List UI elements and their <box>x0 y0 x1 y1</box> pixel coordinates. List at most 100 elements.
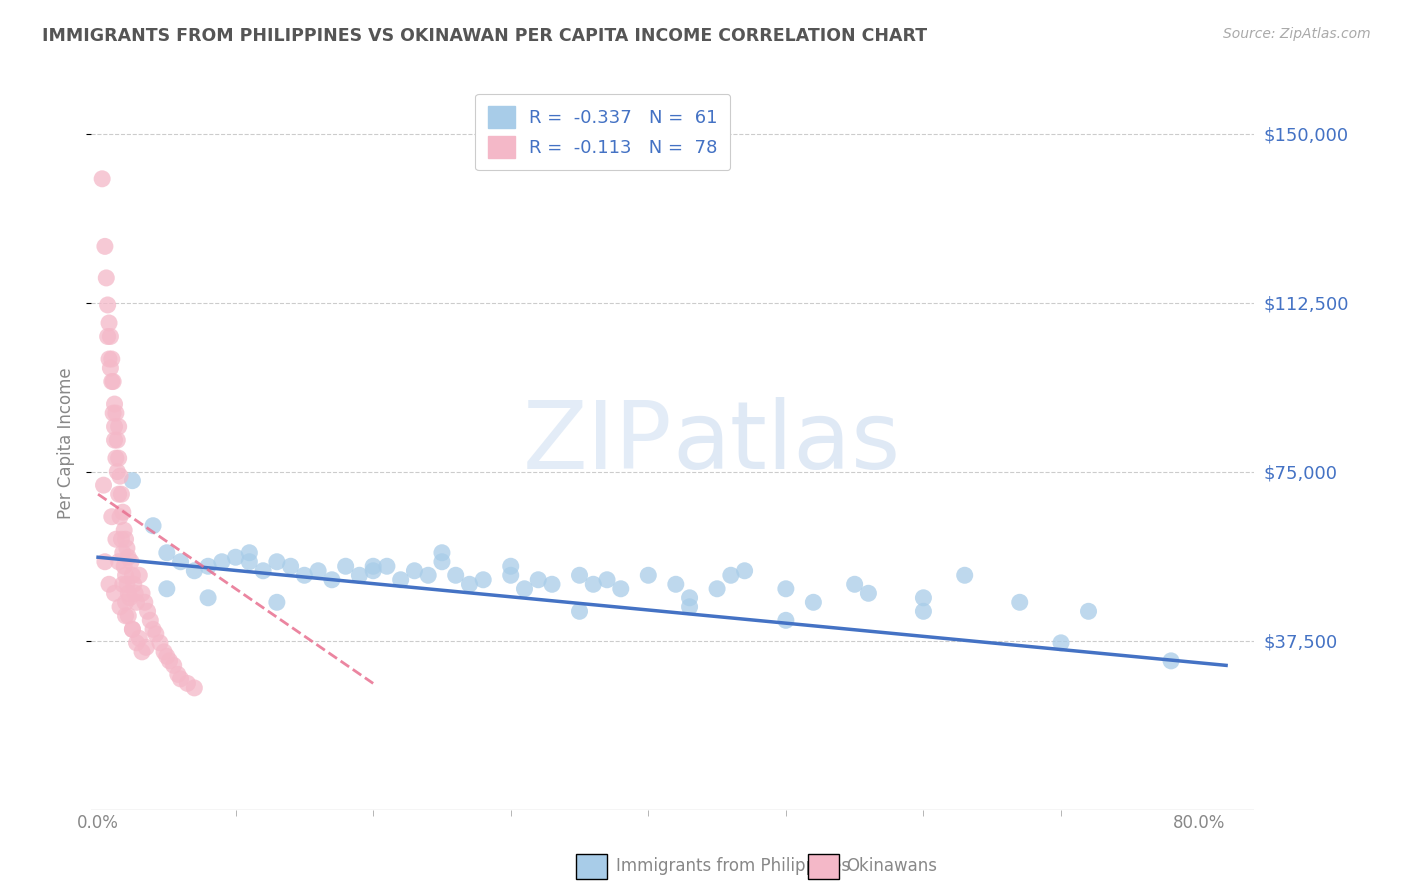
Point <box>499 559 522 574</box>
Point <box>156 582 179 596</box>
Point <box>225 550 247 565</box>
Point <box>111 505 134 519</box>
Point <box>101 406 124 420</box>
Point <box>104 451 127 466</box>
Point <box>706 582 728 596</box>
Point <box>117 550 139 565</box>
Point <box>117 586 139 600</box>
Point <box>114 533 136 547</box>
Text: IMMIGRANTS FROM PHILIPPINES VS OKINAWAN PER CAPITA INCOME CORRELATION CHART: IMMIGRANTS FROM PHILIPPINES VS OKINAWAN … <box>42 27 928 45</box>
Point <box>108 469 131 483</box>
Point <box>118 591 141 605</box>
Point <box>430 546 453 560</box>
Point <box>125 636 148 650</box>
Point <box>252 564 274 578</box>
Point <box>582 577 605 591</box>
Point <box>107 487 129 501</box>
Point <box>266 555 288 569</box>
Point <box>280 559 302 574</box>
Point <box>100 329 122 343</box>
Point <box>163 658 186 673</box>
Point <box>166 667 188 681</box>
Point <box>183 681 205 695</box>
Point <box>142 518 165 533</box>
Point <box>108 509 131 524</box>
Point <box>93 478 115 492</box>
Point <box>568 568 591 582</box>
Point <box>211 555 233 569</box>
Point <box>197 591 219 605</box>
Point <box>176 676 198 690</box>
Point <box>124 586 146 600</box>
Point <box>110 533 132 547</box>
Point <box>1050 636 1073 650</box>
Point <box>105 433 128 447</box>
Point <box>145 627 167 641</box>
Point <box>136 604 159 618</box>
Point <box>375 559 398 574</box>
Text: Okinawans: Okinawans <box>846 857 938 875</box>
Point <box>104 406 127 420</box>
Point <box>121 623 143 637</box>
Point <box>96 271 118 285</box>
Point <box>125 595 148 609</box>
Point <box>775 582 797 596</box>
Point <box>142 623 165 637</box>
Point <box>101 509 124 524</box>
Point <box>803 595 825 609</box>
Point <box>665 577 688 591</box>
Point <box>458 577 481 591</box>
Point <box>115 541 138 556</box>
Point <box>169 555 191 569</box>
Point <box>134 595 156 609</box>
Point <box>1160 654 1182 668</box>
Point <box>98 577 121 591</box>
Point <box>105 465 128 479</box>
Point <box>307 564 329 578</box>
Point <box>153 645 176 659</box>
Point <box>111 546 134 560</box>
Point <box>720 568 742 582</box>
Point <box>110 487 132 501</box>
Point <box>596 573 619 587</box>
Text: atlas: atlas <box>672 398 901 490</box>
Text: Source: ZipAtlas.com: Source: ZipAtlas.com <box>1223 27 1371 41</box>
Point <box>292 568 315 582</box>
Point <box>114 568 136 582</box>
Point <box>111 577 134 591</box>
Point <box>112 559 135 574</box>
Point <box>953 568 976 582</box>
Point <box>321 573 343 587</box>
Point <box>499 568 522 582</box>
Point <box>361 564 384 578</box>
Point <box>678 591 700 605</box>
Text: ZIP: ZIP <box>523 398 672 490</box>
Point <box>122 577 145 591</box>
Point <box>114 608 136 623</box>
Point <box>107 555 129 569</box>
Point <box>103 419 125 434</box>
Point <box>94 555 117 569</box>
Point <box>266 595 288 609</box>
Point <box>107 451 129 466</box>
Point <box>108 599 131 614</box>
Point <box>103 433 125 447</box>
Point <box>107 419 129 434</box>
Point <box>610 582 633 596</box>
Point <box>1008 595 1031 609</box>
Point <box>389 573 412 587</box>
Point <box>775 613 797 627</box>
Point <box>128 568 150 582</box>
Point <box>159 654 181 668</box>
Point <box>912 591 935 605</box>
Point <box>121 474 143 488</box>
Point <box>112 523 135 537</box>
Point <box>121 623 143 637</box>
Text: Immigrants from Philippines: Immigrants from Philippines <box>616 857 851 875</box>
Point <box>541 577 564 591</box>
Point <box>131 645 153 659</box>
Point <box>335 559 357 574</box>
Point <box>513 582 536 596</box>
Point <box>404 564 426 578</box>
Point <box>527 573 550 587</box>
